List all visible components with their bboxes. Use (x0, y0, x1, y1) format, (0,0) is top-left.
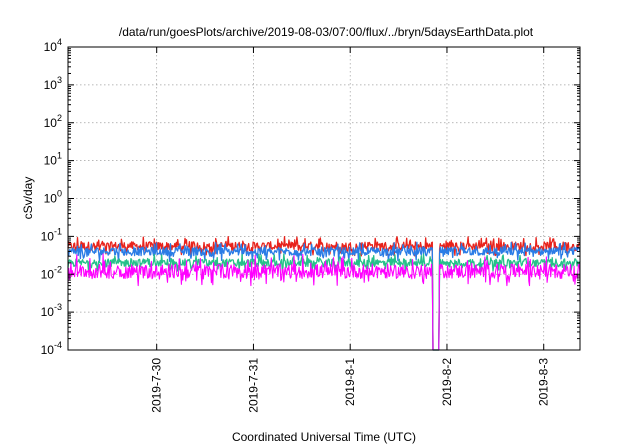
y-tick-label: 101 (44, 151, 62, 168)
y-tick-exponent: 2 (57, 113, 62, 123)
x-tick-label: 2019-8-2 (440, 358, 454, 406)
y-tick-exponent: 3 (57, 75, 62, 85)
y-tick-exponent: 0 (57, 189, 62, 199)
y-tick-base: 10 (41, 267, 55, 281)
y-tick-base: 10 (44, 192, 58, 206)
x-tick-label: 2019-8-1 (343, 358, 357, 406)
y-tick-label: 103 (44, 75, 62, 92)
x-axis-label: Coordinated Universal Time (UTC) (232, 430, 416, 444)
y-tick-base: 10 (41, 305, 55, 319)
y-tick-label: 10-2 (41, 264, 62, 281)
y-tick-exponent: -4 (54, 340, 62, 350)
y-tick-label: 10-4 (41, 340, 62, 357)
y-tick-base: 10 (44, 154, 58, 168)
chart-title: /data/run/goesPlots/archive/2019-08-03/0… (119, 25, 534, 39)
y-tick-label: 104 (44, 37, 62, 54)
y-tick-base: 10 (44, 40, 58, 54)
y-axis-label: cSv/day (21, 177, 35, 220)
y-tick-base: 10 (41, 229, 55, 243)
y-tick-exponent: 1 (57, 151, 62, 161)
y-tick-base: 10 (44, 116, 58, 130)
y-tick-exponent: -1 (54, 226, 62, 236)
x-tick-label: 2019-7-31 (246, 358, 260, 413)
y-tick-base: 10 (41, 343, 55, 357)
y-tick-label: 102 (44, 113, 62, 130)
x-tick-label: 2019-8-3 (537, 358, 551, 406)
series-line (67, 253, 581, 351)
y-tick-label: 10-1 (41, 226, 62, 243)
series-line (67, 241, 581, 351)
y-tick-exponent: 4 (57, 37, 62, 47)
y-tick-base: 10 (44, 78, 58, 92)
series-line (67, 253, 581, 351)
y-tick-label: 10-3 (41, 302, 62, 319)
x-tick-label: 2019-7-30 (150, 358, 164, 413)
series-layer (67, 236, 581, 351)
x-axis: 2019-7-30 2019-7-31 2019-8-1 2019-8-2 2019-8… (150, 47, 551, 413)
grid (68, 47, 580, 350)
y-tick-exponent: -2 (54, 264, 62, 274)
y-tick-exponent: -3 (54, 302, 62, 312)
y-tick-label: 100 (44, 189, 62, 206)
